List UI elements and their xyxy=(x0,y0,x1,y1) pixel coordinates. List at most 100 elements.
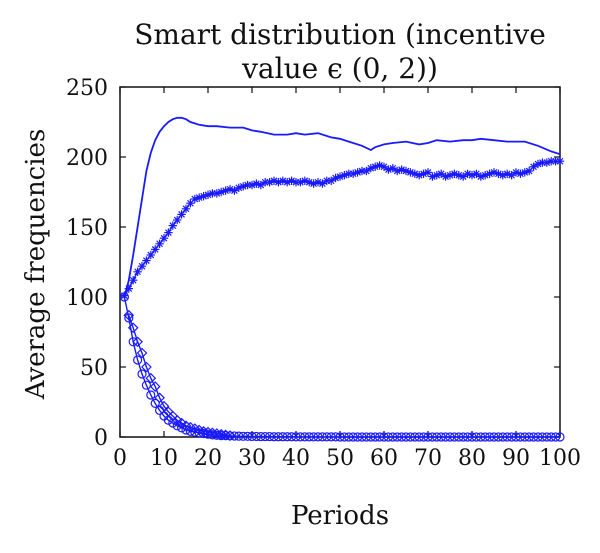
data-point xyxy=(459,172,468,181)
data-point xyxy=(171,414,183,426)
x-tick-label: 30 xyxy=(238,446,266,471)
data-point xyxy=(379,162,389,171)
data-point xyxy=(313,432,323,442)
data-point xyxy=(507,432,517,442)
data-point xyxy=(309,432,319,442)
data-point xyxy=(427,432,437,442)
data-point xyxy=(331,173,340,183)
data-point xyxy=(537,432,548,442)
x-tick-label: 70 xyxy=(414,446,442,471)
x-tick-label: 40 xyxy=(282,446,310,471)
x-tick-label: 100 xyxy=(539,446,581,471)
series-1-line xyxy=(123,116,561,298)
data-point xyxy=(520,432,530,442)
data-point xyxy=(405,432,415,442)
data-point xyxy=(260,431,270,442)
chart-title-line-1: Smart distribution (incentive xyxy=(134,18,546,51)
data-point xyxy=(251,431,261,442)
data-point xyxy=(149,381,161,392)
x-tick-label: 0 xyxy=(113,446,127,471)
series-2 xyxy=(120,157,565,300)
data-point xyxy=(269,432,279,442)
data-point xyxy=(300,432,310,442)
data-point xyxy=(168,221,177,230)
data-point xyxy=(124,313,134,323)
data-point xyxy=(344,432,354,442)
y-tick-label: 250 xyxy=(66,76,108,101)
data-point xyxy=(234,431,244,441)
y-tick-label: 50 xyxy=(80,356,108,381)
x-tick-label: 10 xyxy=(150,446,178,471)
data-point xyxy=(397,432,407,442)
data-point xyxy=(133,267,142,276)
data-point xyxy=(207,427,218,439)
series-1 xyxy=(123,116,561,298)
data-point xyxy=(287,432,297,442)
data-point xyxy=(353,432,363,442)
data-point xyxy=(278,432,288,442)
data-point xyxy=(529,162,538,171)
data-point xyxy=(542,432,552,442)
data-point xyxy=(124,284,133,293)
data-point xyxy=(423,432,433,442)
data-point xyxy=(119,292,130,302)
data-point xyxy=(441,432,451,442)
data-point xyxy=(331,432,341,442)
ticks: 0 10 20 30 40 50 60 70 80 90 100 0 50 100 150 200 250 xyxy=(66,76,581,471)
data-point xyxy=(318,179,327,188)
data-point xyxy=(467,432,477,442)
data-point xyxy=(146,250,155,260)
data-point xyxy=(348,432,358,442)
plot-area xyxy=(119,116,565,442)
data-point xyxy=(159,234,169,243)
x-tick-label: 60 xyxy=(370,446,398,471)
data-point xyxy=(476,432,486,442)
data-point xyxy=(291,432,301,442)
data-point xyxy=(141,361,152,373)
data-point xyxy=(202,426,214,438)
data-point xyxy=(550,432,561,442)
data-point xyxy=(158,400,170,412)
x-axis-label: Periods xyxy=(291,501,389,531)
data-point xyxy=(164,228,173,237)
data-point xyxy=(511,432,521,442)
data-point xyxy=(129,276,138,285)
data-point xyxy=(133,355,143,365)
data-point xyxy=(177,423,187,433)
x-tick-label: 50 xyxy=(326,446,354,471)
data-point xyxy=(450,169,459,178)
data-point xyxy=(137,369,147,379)
data-point xyxy=(463,432,473,442)
series-4 xyxy=(123,309,236,441)
data-point xyxy=(524,432,534,442)
data-point xyxy=(155,239,164,248)
data-point xyxy=(472,169,481,178)
data-point xyxy=(489,432,499,442)
data-point xyxy=(203,429,213,439)
data-point xyxy=(437,169,446,178)
y-tick-label: 100 xyxy=(66,286,108,311)
data-point xyxy=(256,431,266,442)
data-point xyxy=(432,432,442,442)
y-tick-label: 0 xyxy=(94,426,108,451)
data-point xyxy=(339,432,349,442)
chart-title-line-2: value ϵ (0, 2)) xyxy=(241,52,438,85)
data-point xyxy=(410,432,420,442)
data-point xyxy=(265,431,275,442)
data-point xyxy=(145,372,157,384)
data-point xyxy=(326,432,336,442)
data-point xyxy=(528,432,539,442)
data-point xyxy=(327,176,336,185)
data-point xyxy=(546,432,556,442)
data-point xyxy=(229,431,239,441)
data-point xyxy=(207,430,217,440)
y-axis-label: Average frequencies xyxy=(21,129,51,401)
data-point xyxy=(247,431,257,442)
x-tick-label: 80 xyxy=(458,446,486,471)
data-point xyxy=(176,417,187,429)
data-point xyxy=(151,245,160,254)
data-point xyxy=(493,432,503,442)
data-point xyxy=(366,432,376,442)
data-point xyxy=(282,432,292,442)
